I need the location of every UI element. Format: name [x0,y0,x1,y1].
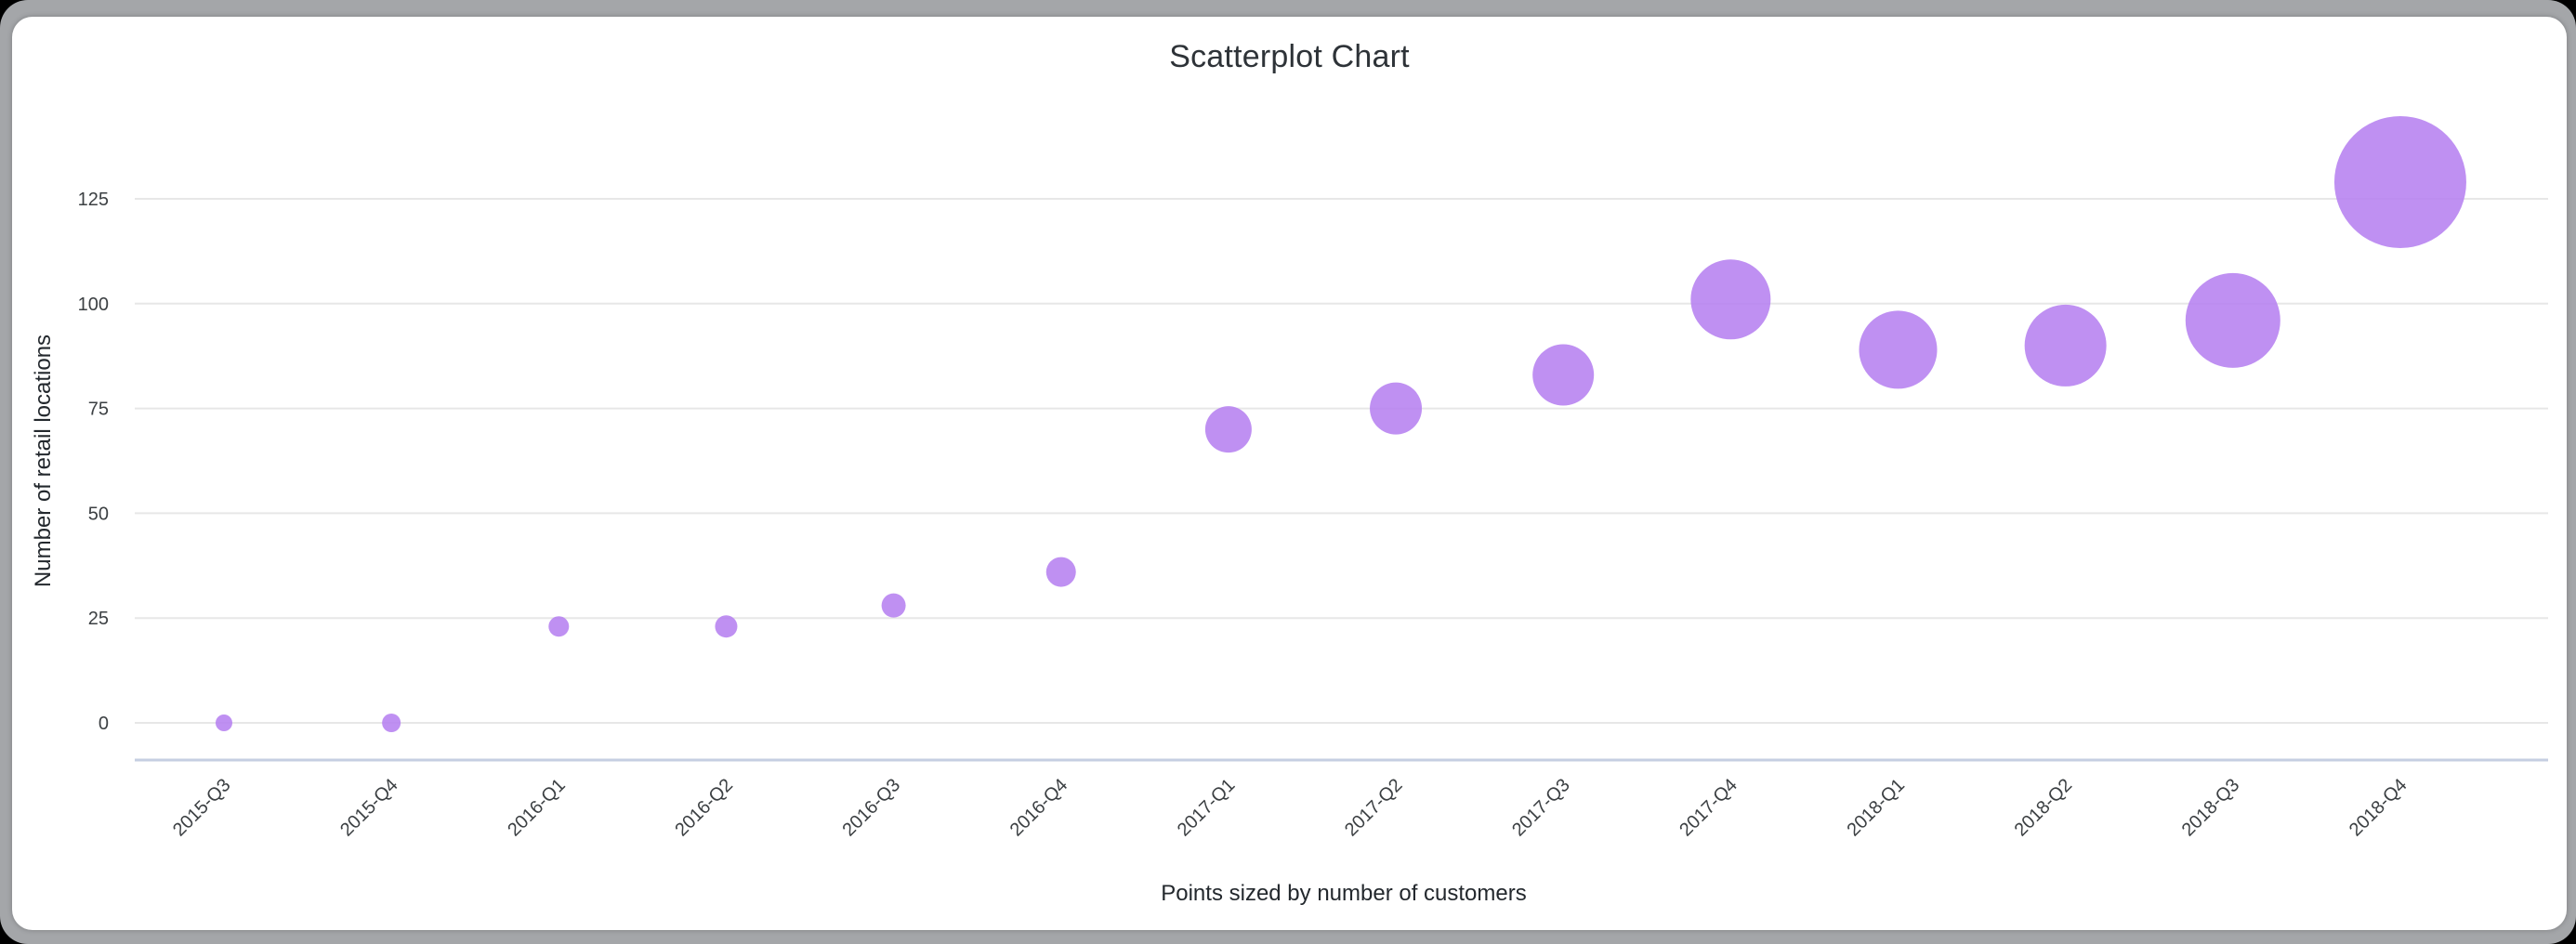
x-axis-tick-label: 2017-Q1 [1174,775,1240,841]
x-axis-tick-label: 2016-Q4 [1006,775,1072,841]
x-axis-tick-label: 2015-Q4 [336,775,402,841]
data-point-bubble[interactable] [1859,310,1938,389]
data-point-bubble[interactable] [1690,259,1771,340]
x-axis-tick-label: 2017-Q2 [1341,775,1407,841]
data-point-bubble[interactable] [2024,304,2107,387]
data-point-bubble[interactable] [2333,115,2466,248]
y-axis-tick-label: 50 [88,504,109,524]
data-point-bubble[interactable] [548,616,570,637]
y-axis-tick-label: 100 [78,295,109,315]
data-point-bubble[interactable] [881,593,906,618]
x-axis-tick-label: 2018-Q4 [2346,775,2412,841]
data-point-bubble[interactable] [1045,557,1076,587]
x-axis-tick-label: 2018-Q3 [2178,775,2244,841]
data-point-bubble[interactable] [2185,272,2280,368]
data-point-bubble[interactable] [715,615,738,638]
data-point-bubble[interactable] [382,714,401,732]
x-axis-tick-label: 2017-Q4 [1676,775,1741,841]
data-point-bubble[interactable] [216,715,232,731]
x-axis-tick-label: 2016-Q2 [671,775,737,841]
data-point-bubble[interactable] [1204,406,1252,453]
x-axis-title: Points sized by number of customers [1161,881,1527,906]
y-axis-tick-label: 75 [88,400,109,420]
x-axis-tick-label: 2018-Q2 [2011,775,2077,841]
x-axis-tick-label: 2016-Q1 [504,775,570,841]
x-axis-tick-label: 2016-Q3 [839,775,905,841]
data-point-bubble[interactable] [1532,344,1595,406]
y-axis-tick-label: 125 [78,190,109,210]
y-axis-tick-label: 0 [99,714,109,734]
y-axis-tick-label: 25 [88,609,109,629]
chart-title: Scatterplot Chart [1169,39,1410,74]
x-axis-tick-label: 2015-Q3 [169,775,235,841]
x-axis-tick-label: 2017-Q3 [1508,775,1574,841]
x-axis-tick-label: 2018-Q1 [1843,775,1909,841]
data-point-bubble[interactable] [1370,382,1423,435]
chart-canvas: 0 25 50 75 100 125 2015-Q3 2015-Q4 2016-Q1 2016-Q… [78,115,2548,841]
chart-card: Scatterplot Chart Number of retail locat… [12,17,2567,930]
